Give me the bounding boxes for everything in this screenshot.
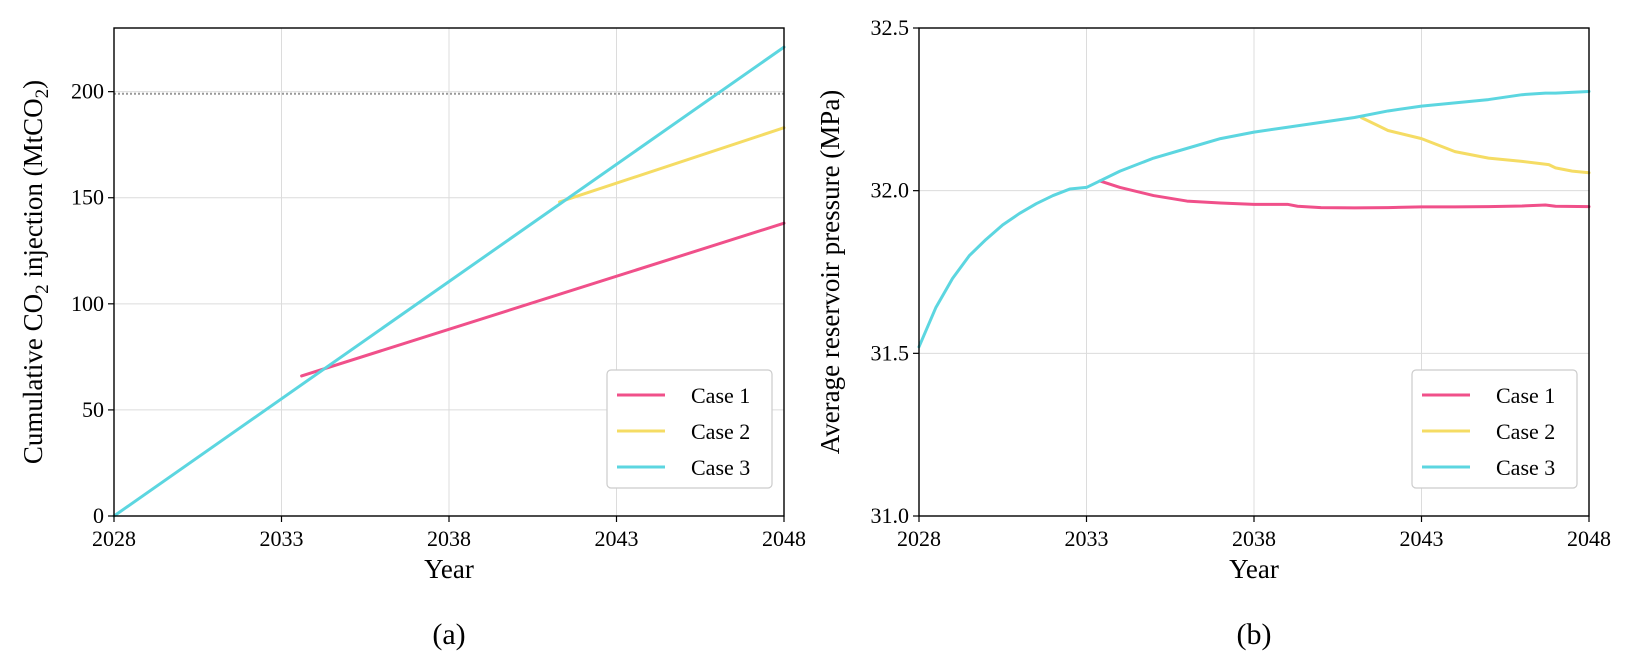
y-tick-label: 100 bbox=[71, 291, 104, 316]
panel-a-cumulative-injection-chart: 2028 2033 2038 2043 2048 0 50 100 150 200 Year Cumu… bbox=[18, 27, 806, 651]
x-tick-label: 2043 bbox=[595, 526, 639, 551]
y-tick-label: 0 bbox=[93, 503, 104, 528]
x-tick-label: 2048 bbox=[762, 526, 806, 551]
series-line-case-3 bbox=[917, 89, 1591, 349]
series-line-case-2 bbox=[558, 126, 786, 204]
y-tick-label: 31.5 bbox=[871, 340, 910, 365]
series-line-case-3 bbox=[112, 45, 786, 518]
legend-label-case-3: Case 3 bbox=[691, 455, 750, 480]
x-tick-label: 2038 bbox=[427, 526, 471, 551]
y-axis-label: Cumulative CO2 injection (MtCO2) bbox=[18, 80, 53, 464]
panel-caption: (b) bbox=[1237, 618, 1272, 651]
y-axis-label-part: injection (MtCO bbox=[18, 98, 48, 284]
legend-box bbox=[606, 369, 773, 489]
series-group bbox=[112, 45, 786, 518]
legend-label-case-3: Case 3 bbox=[1496, 455, 1555, 480]
x-axis-label: Year bbox=[1229, 554, 1279, 584]
y-axis-label-subscript: 2 bbox=[32, 284, 53, 294]
y-tick-label: 50 bbox=[82, 397, 104, 422]
y-axis-label-subscript: 2 bbox=[32, 89, 53, 99]
y-axis-label-part: ) bbox=[18, 80, 48, 89]
grid bbox=[114, 28, 784, 516]
x-tick-label: 2028 bbox=[897, 526, 941, 551]
x-axis-label: Year bbox=[424, 554, 474, 584]
y-axis-label-part: Cumulative CO bbox=[18, 294, 48, 464]
y-tick-label: 32.0 bbox=[871, 178, 910, 203]
y-tick-label: 200 bbox=[71, 79, 104, 104]
y-tick-label: 32.5 bbox=[871, 15, 910, 40]
legend-box bbox=[1411, 369, 1578, 489]
legend-label-case-2: Case 2 bbox=[691, 419, 750, 444]
legend-label-case-1: Case 1 bbox=[1496, 383, 1555, 408]
y-axis-label: Average reservoir pressure (MPa) bbox=[815, 90, 845, 455]
x-tick-label: 2033 bbox=[260, 526, 304, 551]
legend-label-case-2: Case 2 bbox=[1496, 419, 1555, 444]
x-tick-label: 2048 bbox=[1567, 526, 1611, 551]
panel-b-reservoir-pressure-chart: 2028 2033 2038 2043 2048 31.0 31.5 32.0 32.5 Year… bbox=[815, 15, 1611, 651]
legend-label-case-1: Case 1 bbox=[691, 383, 750, 408]
x-tick-label: 2028 bbox=[92, 526, 136, 551]
x-tick-label: 2043 bbox=[1400, 526, 1444, 551]
series-group bbox=[917, 89, 1591, 349]
series-line-case-1 bbox=[300, 221, 786, 378]
x-tick-label: 2038 bbox=[1232, 526, 1276, 551]
legend: Case 1 Case 2 Case 3 bbox=[606, 369, 773, 489]
y-tick-label: 31.0 bbox=[871, 503, 910, 528]
series-line-case-2 bbox=[1359, 115, 1591, 175]
panel-caption: (a) bbox=[432, 618, 465, 651]
x-tick-label: 2033 bbox=[1065, 526, 1109, 551]
series-line-case-1 bbox=[1098, 179, 1591, 210]
y-tick-label: 150 bbox=[71, 185, 104, 210]
legend: Case 1 Case 2 Case 3 bbox=[1411, 369, 1578, 489]
